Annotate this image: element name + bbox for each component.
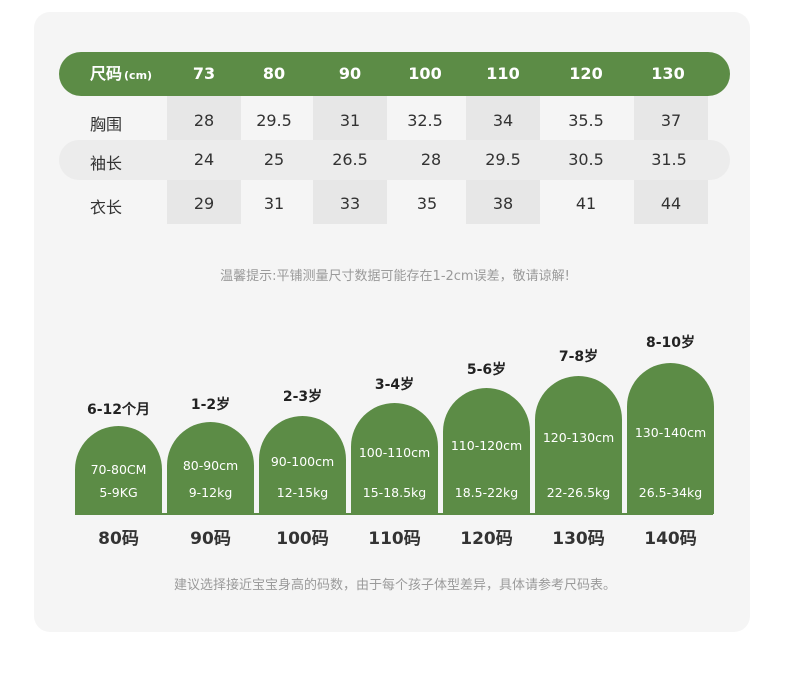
header-size-90: 90 (338, 64, 362, 83)
table-cell: 29.5 (485, 150, 521, 169)
table-cell: 35 (416, 194, 438, 213)
age-label: 5-6岁 (466, 362, 507, 378)
row-label-length: 衣长 (90, 198, 123, 217)
table-cell: 33 (339, 194, 361, 213)
table-cell: 29 (193, 194, 215, 213)
table-cell: 31.5 (651, 150, 687, 169)
size-label: 140码 (644, 529, 697, 549)
table-cell: 44 (660, 194, 682, 213)
size-arch-100: 90-100cm 12-15kg (259, 416, 346, 514)
header-label: 尺码 (cm) (90, 64, 153, 83)
height-range: 120-130cm (542, 430, 615, 445)
size-arch-130: 120-130cm 22-26.5kg (535, 376, 622, 514)
table-cell: 28 (193, 111, 215, 130)
header-unit: (cm) (124, 69, 153, 82)
height-range: 80-90cm (182, 458, 239, 473)
size-arch-110: 100-110cm 15-18.5kg (351, 403, 438, 514)
height-range: 100-110cm (358, 445, 431, 460)
height-range: 110-120cm (450, 438, 523, 453)
row-label-chest: 胸围 (90, 115, 123, 134)
table-cell: 41 (575, 194, 597, 213)
table-cell: 26.5 (332, 150, 368, 169)
table-cell: 29.5 (256, 111, 292, 130)
table-cell: 30.5 (568, 150, 604, 169)
header-size-80: 80 (262, 64, 286, 83)
size-chart-card (34, 12, 750, 632)
size-arch-80: 70-80CM 5-9KG (75, 426, 162, 514)
age-label: 3-4岁 (374, 377, 415, 393)
weight-range: 22-26.5kg (546, 485, 611, 500)
table-header: 尺码 (cm) 73 80 90 100 110 120 130 (59, 52, 730, 96)
size-arch-120: 110-120cm 18.5-22kg (443, 388, 530, 514)
header-size-130: 130 (651, 64, 685, 83)
table-cell: 35.5 (568, 111, 604, 130)
age-label: 6-12个月 (86, 402, 151, 418)
height-range: 90-100cm (270, 454, 335, 469)
height-range: 130-140cm (634, 425, 707, 440)
table-cell: 28 (420, 150, 442, 169)
size-arch-140: 130-140cm 26.5-34kg (627, 363, 714, 514)
table-cell: 25 (263, 150, 285, 169)
weight-range: 18.5-22kg (454, 485, 519, 500)
table-cell: 37 (660, 111, 682, 130)
weight-range: 26.5-34kg (638, 485, 703, 500)
size-label: 110码 (368, 529, 421, 549)
header-size-100: 100 (408, 64, 442, 83)
weight-range: 12-15kg (276, 485, 329, 500)
weight-range: 9-12kg (188, 485, 233, 500)
table-cell: 38 (492, 194, 514, 213)
size-advice-tip: 建议选择接近宝宝身高的码数，由于每个孩子体型差异，具体请参考尺码表。 (173, 578, 616, 593)
header-size-110: 110 (486, 64, 520, 83)
arch-baseline (75, 513, 713, 515)
age-label: 8-10岁 (645, 335, 696, 351)
age-label: 1-2岁 (190, 397, 231, 413)
measurement-tip: 温馨提示:平铺测量尺寸数据可能存在1-2cm误差，敬请谅解! (220, 269, 570, 284)
table-cell: 24 (193, 150, 215, 169)
size-label: 80码 (98, 529, 139, 549)
age-label: 2-3岁 (282, 389, 323, 405)
weight-range: 5-9KG (99, 485, 138, 500)
table-cell: 31 (263, 194, 285, 213)
size-label: 130码 (552, 529, 605, 549)
size-label: 100码 (276, 529, 329, 549)
height-range: 70-80CM (90, 462, 147, 477)
row-band-sleeve (59, 140, 730, 180)
table-cell: 34 (492, 111, 514, 130)
size-label: 90码 (190, 529, 231, 549)
size-arch-90: 80-90cm 9-12kg (167, 422, 254, 514)
header-size-73: 73 (192, 64, 216, 83)
header-size-120: 120 (569, 64, 603, 83)
row-label-sleeve: 袖长 (90, 154, 123, 173)
age-label: 7-8岁 (558, 349, 599, 365)
weight-range: 15-18.5kg (362, 485, 427, 500)
size-label: 120码 (460, 529, 513, 549)
table-cell: 31 (339, 111, 361, 130)
table-cell: 32.5 (407, 111, 443, 130)
